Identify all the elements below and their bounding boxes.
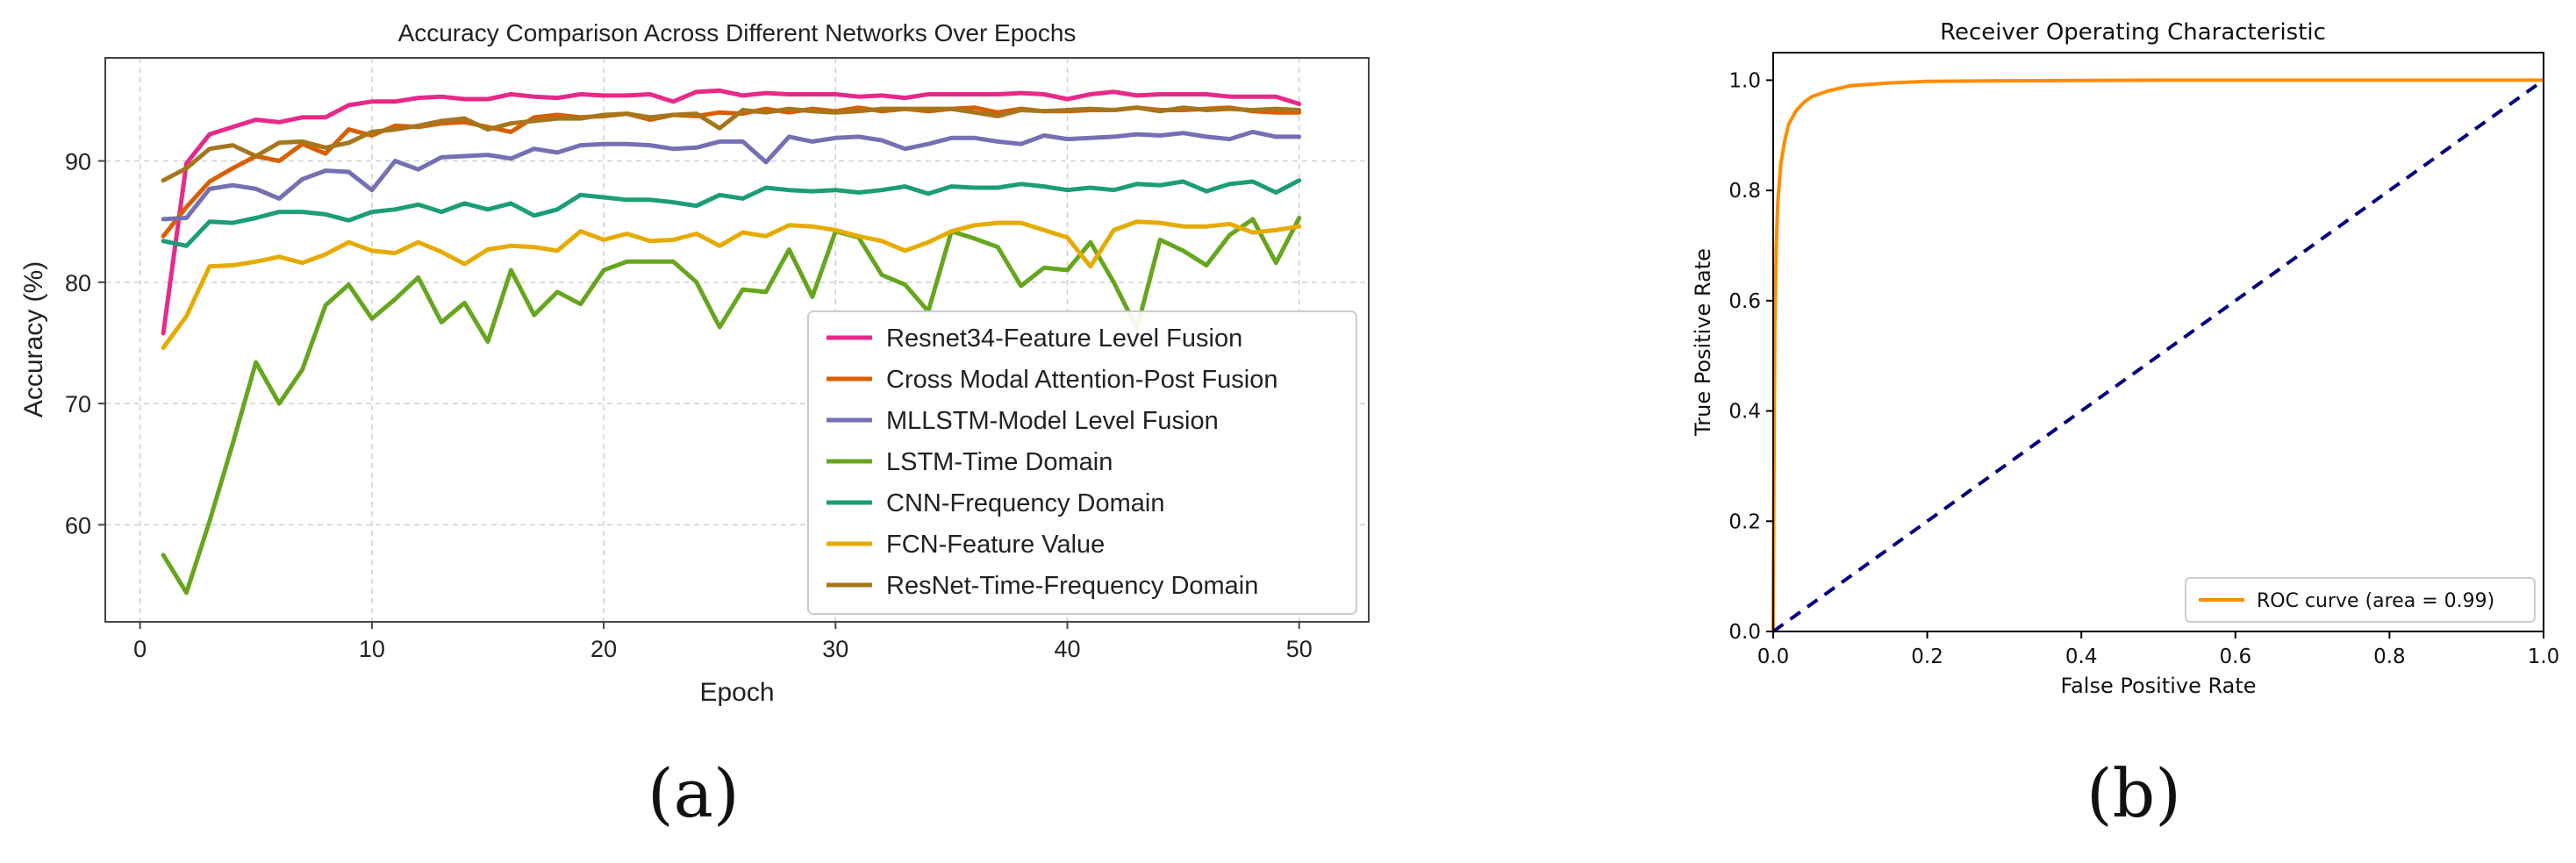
chart-b-frame xyxy=(1772,52,2544,632)
chart-a-y-ticks: 60 70 80 90 xyxy=(65,149,105,538)
chart-b-xlabel: False Positive Rate xyxy=(2060,674,2256,698)
chart-a-legend-label: Resnet34-Feature Level Fusion xyxy=(886,325,1242,353)
chart-a-series-line xyxy=(161,216,1302,596)
chart-a-series-line xyxy=(161,178,1302,248)
chart-b-y-tick-label: 0.2 xyxy=(1728,510,1761,533)
chart-b-title: Receiver Operating Characteristic xyxy=(1940,19,2326,46)
chart-b-ylabel: True Positive Rate xyxy=(1691,248,1715,437)
chart-b-series-lines xyxy=(1771,78,2545,633)
chart-b-legend-label: ROC curve (area = 0.99) xyxy=(2257,590,2494,612)
chart-a-legend: Resnet34-Feature Level Fusion Cross Modal… xyxy=(807,310,1357,615)
chart-b-y-tick-label: 0.8 xyxy=(1728,180,1761,203)
chart-b-legend: ROC curve (area = 0.99) xyxy=(2185,577,2536,623)
chart-a-x-tick-label: 30 xyxy=(822,636,848,662)
chart-a-title: Accuracy Comparison Across Different Net… xyxy=(398,19,1077,46)
panel-label-a: (a) xyxy=(648,754,740,832)
chart-b-y-tick-label: 0.0 xyxy=(1728,621,1761,644)
chart-a-series-line xyxy=(161,88,1302,336)
chart-a-x-tick-label: 10 xyxy=(359,636,385,662)
chart-a-series-line xyxy=(161,129,1302,222)
chart-b-x-tick-label: 0.4 xyxy=(2065,645,2098,668)
chart-a-series-line xyxy=(161,219,1302,350)
roc-chart: Receiver Operating Characteristic 0.0 0.2… xyxy=(1691,19,2559,698)
chart-b-y-tick-label: 0.6 xyxy=(1728,290,1761,313)
chart-b-diagonal-line xyxy=(1771,78,2545,633)
accuracy-chart: Accuracy Comparison Across Different Net… xyxy=(19,19,1370,707)
chart-a-x-tick-label: 50 xyxy=(1286,636,1313,662)
chart-a-y-tick-label: 90 xyxy=(65,149,91,175)
chart-b-legend-box xyxy=(2185,577,2536,623)
chart-a-legend-label: ResNet-Time-Frequency Domain xyxy=(886,572,1258,600)
chart-a-x-ticks: 0 10 20 30 40 50 xyxy=(133,622,1313,662)
chart-a-x-tick-label: 20 xyxy=(590,636,617,662)
chart-a-xlabel: Epoch xyxy=(699,678,774,707)
chart-a-legend-label: CNN-Frequency Domain xyxy=(886,489,1165,517)
chart-a-legend-label: FCN-Feature Value xyxy=(886,531,1105,559)
chart-a-y-tick-label: 70 xyxy=(65,391,91,417)
chart-b-y-tick-label: 1.0 xyxy=(1728,69,1761,92)
chart-b-x-ticks: 0.0 0.2 0.4 0.6 0.8 1.0 xyxy=(1757,631,2560,668)
chart-b-y-ticks: 0.0 0.2 0.4 0.6 0.8 1.0 xyxy=(1728,69,1773,644)
chart-a-legend-label: Cross Modal Attention-Post Fusion xyxy=(886,366,1277,394)
chart-a-legend-label: MLLSTM-Model Level Fusion xyxy=(886,407,1219,435)
chart-b-x-tick-label: 1.0 xyxy=(2528,645,2560,668)
chart-b-y-tick-label: 0.4 xyxy=(1728,401,1761,424)
chart-a-y-tick-label: 80 xyxy=(65,270,91,296)
chart-a-x-tick-label: 0 xyxy=(133,636,147,662)
chart-b-x-tick-label: 0.6 xyxy=(2220,645,2252,668)
chart-a-legend-label: LSTM-Time Domain xyxy=(886,448,1113,476)
chart-b-x-tick-label: 0.2 xyxy=(1911,645,1943,668)
chart-a-y-tick-label: 60 xyxy=(65,512,91,538)
chart-b-x-tick-label: 0.0 xyxy=(1757,645,1790,668)
chart-a-frame xyxy=(104,57,1370,623)
chart-a-ylabel: Accuracy (%) xyxy=(19,261,48,417)
panel-label-b: (b) xyxy=(2086,754,2181,832)
chart-a-x-tick-label: 40 xyxy=(1054,636,1080,662)
chart-a-series-lines xyxy=(161,88,1302,596)
chart-a-series-line xyxy=(161,105,1302,183)
chart-a-legend-box xyxy=(807,310,1357,615)
chart-b-x-tick-label: 0.8 xyxy=(2373,645,2406,668)
chart-b-roc-curve xyxy=(1771,78,2544,632)
